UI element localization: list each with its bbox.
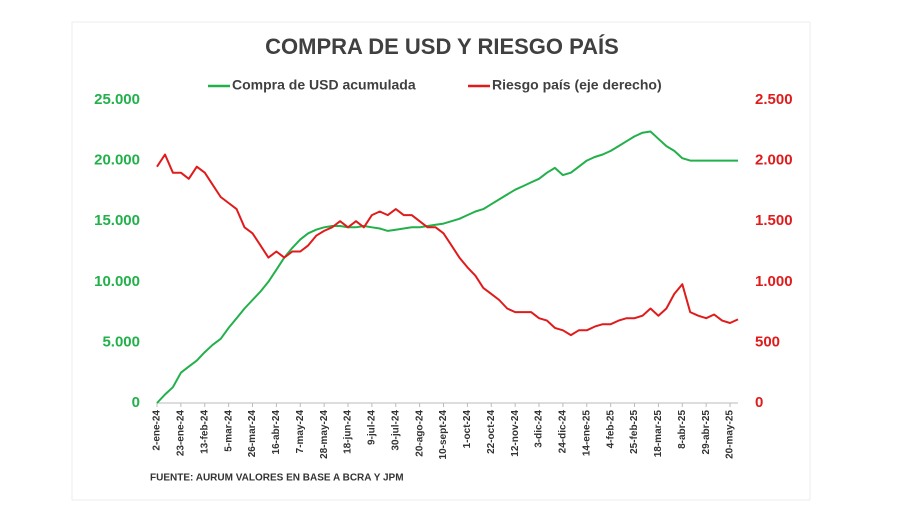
y2-tick-label: 1.500 (755, 212, 793, 229)
y2-tick-label: 500 (755, 333, 780, 350)
x-tick-label: 7-may-24 (295, 410, 306, 454)
x-tick-label: 14-ene-25 (581, 410, 592, 457)
y-tick-label: 5.000 (102, 333, 140, 350)
legend-label: Riesgo país (eje derecho) (492, 77, 662, 93)
x-tick-label: 1-oct-24 (462, 410, 473, 449)
x-tick-label: 23-ene-24 (176, 410, 187, 457)
y-tick-label: 20.000 (94, 152, 140, 169)
y-tick-label: 15.000 (94, 212, 140, 229)
y-tick-label: 10.000 (94, 273, 140, 290)
x-tick-label: 13-feb-24 (199, 410, 210, 454)
series-line (156, 153, 739, 337)
y-tick-label: 0 (132, 394, 140, 411)
x-tick-label: 10-sept-24 (438, 410, 449, 460)
x-tick-label: 26-mar-24 (247, 410, 258, 458)
x-tick-label: 3-dic-24 (534, 410, 545, 448)
x-tick-label: 4-feb-25 (605, 410, 616, 449)
x-tick-label: 8-abr-25 (677, 410, 688, 449)
x-tick-label: 20-ago-24 (414, 410, 425, 457)
x-tick-label: 20-may-25 (725, 410, 736, 459)
x-tick-label: 16-abr-24 (271, 410, 282, 455)
x-tick-label: 24-dic-24 (558, 410, 569, 454)
y2-tick-label: 1.000 (755, 273, 793, 290)
x-tick-label: 29-abr-25 (701, 410, 712, 455)
x-tick-label: 18-mar-25 (653, 410, 664, 458)
y2-tick-label: 2.000 (755, 152, 793, 169)
x-tick-label: 5-mar-24 (223, 410, 234, 452)
series-line (156, 130, 738, 404)
x-tick-label: 25-feb-25 (629, 410, 640, 454)
x-tick-label: 18-jun-24 (343, 410, 354, 454)
x-tick-label: 9-jul-24 (367, 410, 378, 445)
x-tick-label: 28-may-24 (319, 410, 330, 459)
x-tick-label: 12-nov-24 (510, 410, 521, 457)
y-tick-label: 25.000 (94, 91, 140, 108)
x-tick-label: 30-jul-24 (390, 410, 401, 451)
x-tick-label: 22-oct-24 (486, 410, 497, 454)
chart-card (71, 21, 811, 501)
y2-tick-label: 0 (755, 394, 763, 411)
legend-label: Compra de USD acumulada (232, 77, 416, 93)
y2-tick-label: 2.500 (755, 91, 793, 108)
x-tick-label: 2-ene-24 (152, 410, 163, 451)
chart-title: COMPRA DE USD Y RIESGO PAÍS (265, 34, 619, 59)
source-note: FUENTE: AURUM VALORES EN BASE A BCRA Y J… (150, 473, 404, 484)
